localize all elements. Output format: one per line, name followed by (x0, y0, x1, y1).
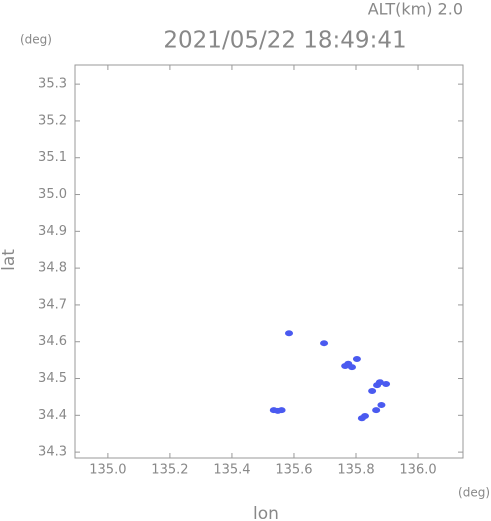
y-tick-label: 34.5 (38, 371, 67, 386)
echo-point (372, 407, 381, 414)
echo-point (382, 381, 391, 388)
echo-point (357, 415, 366, 422)
echo-point (277, 407, 286, 414)
y-tick-label: 35.2 (38, 113, 67, 128)
echo-point (368, 388, 377, 395)
y-tick-label: 35.3 (38, 77, 67, 92)
y-tick-label: 34.8 (38, 261, 67, 276)
x-unit: (deg) (458, 486, 490, 500)
plot-frame (74, 64, 464, 459)
x-tick-label: 135.4 (213, 463, 250, 478)
y-tick-label: 35.1 (38, 150, 67, 165)
echo-point (377, 402, 386, 409)
x-tick-label: 135.6 (275, 463, 312, 478)
x-tick-label: 135.2 (151, 463, 188, 478)
y-axis-label: lat (0, 249, 19, 271)
y-tick-label: 34.3 (38, 445, 67, 460)
y-tick-label: 34.7 (38, 297, 67, 312)
chart-title: 2021/05/22 18:49:41 (163, 28, 406, 54)
y-tick-label: 34.6 (38, 334, 67, 349)
echo-point (320, 340, 329, 347)
echo-point (285, 330, 294, 337)
echo-point (352, 356, 361, 363)
y-tick-label: 35.0 (38, 187, 67, 202)
x-tick-label: 135.8 (337, 463, 374, 478)
y-unit: (deg) (20, 33, 52, 47)
subtitle: ALT(km) 2.0 (368, 0, 463, 19)
echo-point (347, 364, 356, 371)
echo-point (375, 379, 384, 386)
y-tick-label: 34.9 (38, 224, 67, 239)
x-axis-label: lon (253, 504, 279, 521)
x-tick-label: 135.0 (89, 463, 126, 478)
y-tick-label: 34.4 (38, 408, 67, 423)
x-tick-label: 136.0 (399, 463, 436, 478)
